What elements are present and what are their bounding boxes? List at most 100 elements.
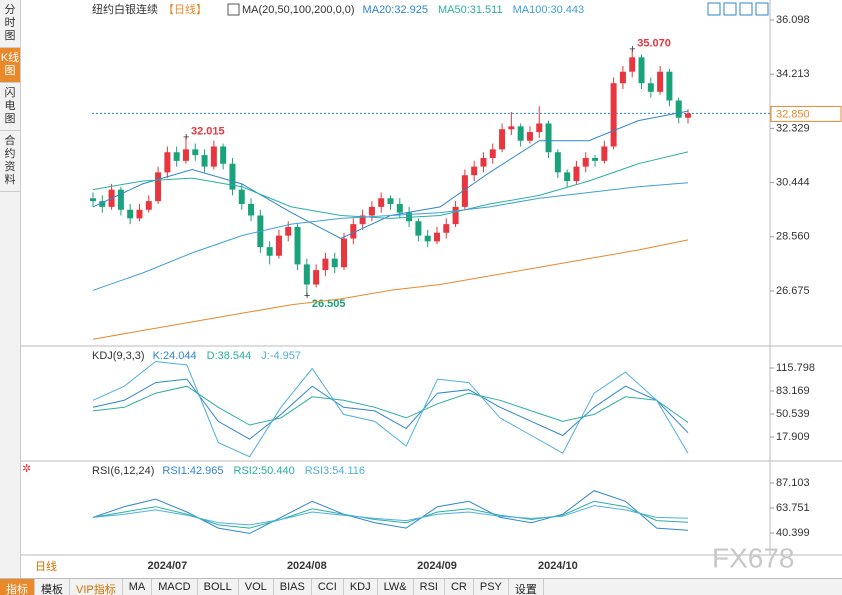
y-tick-label: 83.169 — [776, 385, 810, 397]
y-tick-label: 50.539 — [776, 408, 810, 420]
tool-icon[interactable] — [723, 2, 737, 16]
tab[interactable]: 设置 — [509, 579, 544, 595]
indicator-line — [92, 182, 689, 291]
candle-body — [322, 258, 329, 271]
legend-item: D:38.544 — [207, 350, 252, 362]
candle-body — [545, 123, 552, 153]
candle-body — [675, 100, 682, 118]
candle-body — [610, 83, 617, 147]
y-tick-label: 36.098 — [776, 14, 810, 26]
candle-body — [638, 57, 645, 84]
candle-body — [378, 198, 385, 207]
side-tab[interactable]: 合约资料 — [0, 131, 20, 192]
tab[interactable]: 模板 — [35, 579, 70, 595]
candle-body — [313, 270, 320, 285]
indicator-line — [92, 360, 689, 458]
legend-item: RSI2:50.440 — [234, 465, 295, 477]
tab[interactable]: BIAS — [274, 579, 312, 595]
title: 纽约白银连续 — [92, 2, 158, 16]
candle-body — [657, 71, 664, 92]
period[interactable]: 日线 — [35, 559, 57, 573]
candle-body — [471, 166, 478, 176]
annotation: 26.505 — [312, 298, 346, 310]
candle-body — [489, 149, 496, 158]
candle-body — [359, 215, 366, 225]
tool-icon[interactable] — [755, 2, 769, 16]
toolbar — [707, 2, 769, 16]
candle-body — [564, 172, 571, 181]
candle-body — [368, 206, 375, 216]
candle-body — [173, 152, 180, 161]
side-tab[interactable]: K线图 — [0, 48, 20, 83]
candle-body — [285, 227, 292, 236]
candle-body — [601, 146, 608, 161]
tab[interactable]: VOL — [239, 579, 274, 595]
legend-item: MA50:31.511 — [438, 4, 503, 16]
candle-body — [424, 235, 431, 242]
tab[interactable]: CR — [445, 579, 474, 595]
sidebar: 分时图 K线图 闪电图 合约资料 — [0, 0, 21, 578]
legend-title: KDJ(9,3,3) — [92, 350, 145, 362]
candle-body — [164, 152, 171, 173]
legend-item: MA20:32.925 — [363, 4, 428, 16]
legend-item: MA100:30.443 — [513, 4, 585, 16]
tab[interactable]: RSI — [414, 579, 445, 595]
tab[interactable]: LW& — [378, 579, 414, 595]
candle-body — [554, 152, 561, 173]
candle-body — [331, 258, 338, 268]
tab[interactable]: PSY — [474, 579, 509, 595]
period-tag: 【日线】 — [163, 2, 207, 16]
annotation: 32.015 — [191, 125, 225, 137]
icon[interactable] — [227, 3, 240, 16]
candle-body — [592, 157, 599, 161]
rsi-icon[interactable]: ✲ — [22, 463, 31, 475]
legend-title: MA(20,50,100,200,0,0) — [242, 4, 355, 16]
tool-icon[interactable] — [707, 2, 721, 16]
candle-body — [99, 201, 106, 207]
tool-icon[interactable] — [739, 2, 753, 16]
candle-body — [210, 146, 217, 167]
x-tick-label: 2024/10 — [538, 560, 578, 572]
y-tick-label: 34.213 — [776, 68, 810, 80]
last-price-label: 32.850 — [776, 108, 810, 120]
candle-body — [452, 206, 459, 225]
tab[interactable]: MA — [123, 579, 153, 595]
annotation-marker: + — [183, 131, 189, 143]
tab[interactable]: VIP指标 — [70, 579, 123, 595]
candle-body — [629, 57, 636, 72]
tab[interactable]: BOLL — [198, 579, 239, 595]
y-tick-label: 40.399 — [776, 527, 810, 539]
tab[interactable]: 指标 — [0, 579, 35, 595]
candle-body — [117, 189, 124, 210]
side-tab[interactable]: 分时图 — [0, 0, 20, 48]
candle-body — [387, 198, 394, 205]
candle-body — [647, 83, 654, 92]
tab[interactable]: KDJ — [344, 579, 378, 595]
y-tick-label: 30.444 — [776, 177, 810, 189]
candle-body — [182, 149, 189, 161]
legend-item: RSI3:54.116 — [305, 465, 365, 477]
side-tab[interactable]: 闪电图 — [0, 83, 20, 131]
y-tick-label: 32.329 — [776, 122, 810, 134]
legend-item: RSI1:42.965 — [162, 465, 223, 477]
tab-bar: 指标 模板 VIP指标 MA MACD BOLL VOL BIAS CCI KDJ LW& RSI CR… — [0, 578, 842, 595]
candle-body — [582, 157, 589, 167]
tab[interactable]: CCI — [312, 579, 344, 595]
tab[interactable]: MACD — [152, 579, 198, 595]
candle-body — [508, 126, 515, 130]
candle-body — [201, 155, 208, 167]
indicator-line — [92, 110, 689, 240]
candle-body — [294, 227, 301, 265]
y-tick-label: 26.675 — [776, 285, 810, 297]
candle-body — [461, 175, 468, 207]
x-tick-label: 2024/08 — [287, 560, 327, 572]
candle-body — [666, 71, 673, 101]
indicator-line — [92, 505, 689, 526]
candle-body — [192, 149, 199, 156]
candle-body — [415, 221, 422, 236]
candle-body — [275, 235, 282, 256]
y-tick-label: 28.560 — [776, 231, 810, 243]
candle-body — [443, 224, 450, 233]
candle-body — [517, 126, 524, 141]
